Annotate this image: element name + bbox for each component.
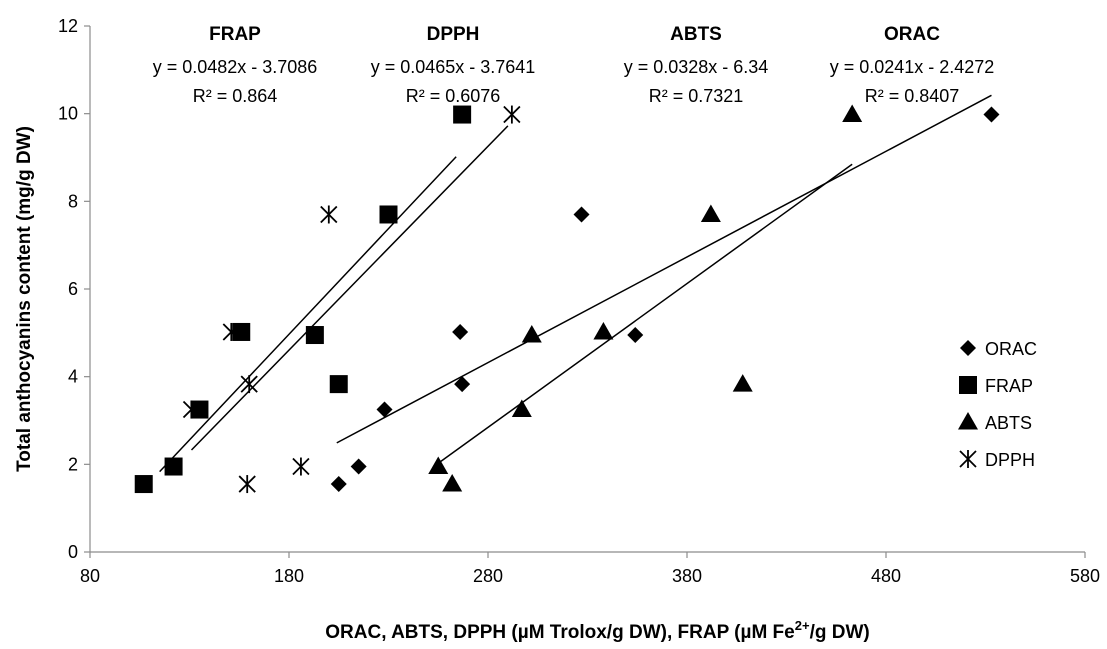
data-point xyxy=(732,374,753,392)
annotation-title: ABTS xyxy=(670,24,722,45)
legend-label: DPPH xyxy=(985,450,1035,470)
annotation-equation: y = 0.0482x - 3.7086 xyxy=(153,57,318,77)
trendline-frap xyxy=(159,156,457,473)
y-tick-label: 2 xyxy=(68,454,78,474)
data-point xyxy=(330,476,347,493)
data-point xyxy=(842,104,863,123)
data-point xyxy=(164,457,183,476)
data-point xyxy=(428,456,449,475)
trendline-abts xyxy=(437,163,853,464)
annotation-dpph: DPPH y = 0.0465x - 3.7641 R² = 0.6076 xyxy=(371,24,536,106)
data-point xyxy=(292,457,310,476)
annotation-r2: R² = 0.6076 xyxy=(406,86,501,106)
x-axis-title: ORAC, ABTS, DPPH (µM Trolox/g DW), FRAP … xyxy=(325,618,869,643)
series-orac xyxy=(330,106,1000,493)
annotation-r2: R² = 0.7321 xyxy=(649,86,744,106)
y-tick-label: 0 xyxy=(68,542,78,562)
data-point xyxy=(240,375,258,394)
data-point xyxy=(190,400,209,419)
legend-label: ORAC xyxy=(985,339,1037,359)
data-point xyxy=(593,321,614,340)
annotation-equation: y = 0.0241x - 2.4272 xyxy=(830,57,995,77)
data-point xyxy=(329,375,348,394)
series-abts xyxy=(428,104,863,492)
data-point xyxy=(503,105,521,124)
annotation-title: ORAC xyxy=(884,24,940,45)
data-point xyxy=(627,327,644,344)
data-point xyxy=(573,206,590,223)
series-frap xyxy=(134,105,472,494)
data-point xyxy=(511,399,532,418)
y-tick-label: 6 xyxy=(68,279,78,299)
y-tick-label: 12 xyxy=(58,16,78,36)
legend-marker xyxy=(959,450,977,468)
data-point xyxy=(350,458,367,475)
y-tick-label: 8 xyxy=(68,191,78,211)
legend-item-dpph: DPPH xyxy=(959,450,1035,470)
annotation-r2: R² = 0.8407 xyxy=(865,86,960,106)
legend-item-orac: ORAC xyxy=(960,339,1037,359)
x-tick-label: 180 xyxy=(274,566,304,586)
x-tick-label: 280 xyxy=(473,566,503,586)
annotation-r2: R² = 0.864 xyxy=(193,86,278,106)
x-tick-label: 480 xyxy=(871,566,901,586)
trendline-dpph xyxy=(190,125,509,451)
data-point xyxy=(983,106,1000,123)
y-axis-title: Total anthocyanins content (mg/g DW) xyxy=(14,126,35,472)
x-tick-label: 380 xyxy=(672,566,702,586)
annotation-orac: ORAC y = 0.0241x - 2.4272 R² = 0.8407 xyxy=(830,24,995,106)
data-point xyxy=(134,475,153,494)
data-point xyxy=(238,475,256,494)
legend-label: ABTS xyxy=(985,413,1032,433)
data-point xyxy=(376,401,393,418)
data-point xyxy=(222,322,240,341)
data-point xyxy=(379,205,398,224)
data-point xyxy=(521,325,542,343)
annotation-frap: FRAP y = 0.0482x - 3.7086 R² = 0.864 xyxy=(153,24,318,106)
annotation-equation: y = 0.0465x - 3.7641 xyxy=(371,57,536,77)
x-tick-label: 580 xyxy=(1070,566,1100,586)
annotation-equation: y = 0.0328x - 6.34 xyxy=(624,57,769,77)
data-point xyxy=(320,205,338,224)
data-point xyxy=(442,474,463,492)
data-point xyxy=(452,323,469,340)
y-tick-label: 10 xyxy=(58,104,78,124)
legend-item-frap: FRAP xyxy=(959,376,1033,396)
legend-item-abts: ABTS xyxy=(958,412,1032,433)
series-dpph xyxy=(182,105,521,494)
legend-label: FRAP xyxy=(985,376,1033,396)
legend-marker xyxy=(958,412,978,430)
legend: ORAC FRAP ABTS DPPH xyxy=(958,339,1037,470)
y-tick-label: 4 xyxy=(68,367,78,387)
annotation-abts: ABTS y = 0.0328x - 6.34 R² = 0.7321 xyxy=(624,24,769,106)
data-point xyxy=(305,326,324,345)
x-tick-label: 80 xyxy=(80,566,100,586)
legend-marker xyxy=(960,340,976,356)
data-point xyxy=(700,204,721,222)
legend-marker xyxy=(959,376,977,394)
data-point xyxy=(454,376,471,393)
data-point xyxy=(453,105,472,124)
data-point xyxy=(182,400,201,419)
annotation-title: FRAP xyxy=(209,24,261,45)
data-point xyxy=(232,322,251,341)
trendline-orac xyxy=(336,94,992,444)
annotation-title: DPPH xyxy=(427,24,480,45)
